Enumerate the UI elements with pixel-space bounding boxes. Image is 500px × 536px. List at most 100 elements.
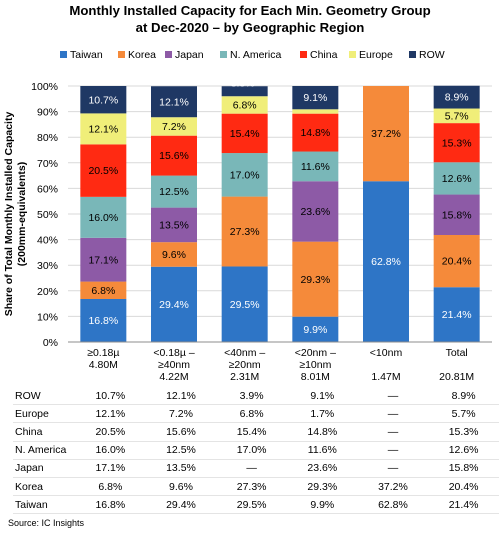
- data-label-4-0: 62.8%: [371, 256, 401, 268]
- bar-segment-europe-0: [80, 113, 127, 145]
- table-cell: 21.4%: [428, 495, 499, 515]
- data-label-1-2: 13.5%: [159, 219, 189, 231]
- legend-swatch-5: [349, 51, 356, 58]
- x-category-label-1-1: ≥40nm: [158, 359, 190, 371]
- table-cell: 15.4%: [216, 422, 287, 442]
- bar-segment-row-3: [292, 86, 339, 110]
- x-category-label-5-0: Total: [446, 347, 468, 359]
- data-label-0-3: 16.0%: [88, 212, 118, 224]
- legend-swatch-6: [409, 51, 416, 58]
- data-label-0-1: 6.8%: [91, 285, 115, 297]
- table-cell: 8.9%: [428, 387, 499, 406]
- table-cell: 16.0%: [75, 441, 146, 460]
- legend-swatch-1: [118, 51, 125, 58]
- data-label-5-0: 21.4%: [442, 309, 472, 321]
- data-label-3-4: 14.8%: [300, 127, 330, 139]
- data-label-1-0: 29.4%: [159, 299, 189, 311]
- bar-segment-korea-5: [433, 234, 480, 288]
- legend-label-4: China: [310, 49, 338, 61]
- bar-segment-china-0: [80, 144, 127, 197]
- table-row: Korea 6.8% 9.6% 27.3% 29.3% 37.2% 20.4%: [13, 477, 499, 497]
- table-cell: 29.3%: [286, 477, 358, 497]
- x-category-label-1-0: <0.18µ –: [153, 347, 195, 359]
- x-category-label-4-0: <10nm: [370, 347, 403, 359]
- table-cell: 29.5%: [216, 495, 287, 515]
- table-row: N. America 16.0% 12.5% 17.0% 11.6% —12.6%: [13, 441, 499, 460]
- table-cell: 12.1%: [75, 404, 146, 424]
- data-label-3-6: 9.1%: [303, 92, 327, 104]
- x-capacity-label-1: 4.22M: [159, 371, 188, 383]
- data-label-3-3: 11.6%: [301, 161, 330, 173]
- table-cell: 17.1%: [75, 459, 146, 478]
- y-tick-label-2: 20%: [37, 286, 58, 298]
- table-cell: 9.1%: [286, 387, 358, 406]
- data-label-2-0: 29.5%: [230, 299, 260, 311]
- stacked-bar-chart: Taiwan Korea Japan N. America China Europe ROW…: [3, 49, 492, 383]
- bar-segment-japan-5: [433, 194, 480, 235]
- legend-swatch-2: [165, 51, 172, 58]
- legend-swatch-4: [300, 51, 307, 58]
- bar-segment-europe-5: [433, 108, 480, 124]
- table-cell: 20.5%: [75, 422, 146, 442]
- bar-segment-row-2: [221, 86, 268, 97]
- table-cell: —: [216, 459, 287, 478]
- table-cell: 1.7%: [286, 404, 358, 424]
- table-row: Europe 12.1% 7.2% 6.8% 1.7% —5.7%: [13, 404, 499, 424]
- data-label-2-4: 15.4%: [230, 128, 260, 140]
- y-tick-label-6: 60%: [37, 183, 58, 195]
- table-cell: 20.4%: [428, 477, 499, 497]
- bar-segment-china-3: [292, 113, 339, 152]
- data-label-0-2: 17.1%: [88, 254, 118, 266]
- table-cell: 3.9%: [216, 387, 287, 406]
- legend-label-6: ROW: [419, 49, 445, 61]
- table-cell: 6.8%: [216, 404, 287, 424]
- table-cell: 37.2%: [357, 477, 429, 497]
- table-cell: 12.6%: [428, 441, 499, 460]
- table-row: ROW 10.7% 12.1% 3.9% 9.1% —8.9%: [13, 387, 499, 406]
- table-cell: 23.6%: [286, 459, 358, 478]
- y-tick-label-3: 30%: [37, 260, 58, 272]
- bar-segment-japan-0: [80, 237, 127, 282]
- chart-title-line-1: Monthly Installed Capacity for Each Min.…: [69, 3, 431, 18]
- bar-segment-namerica-0: [80, 196, 127, 238]
- bar-segment-korea-1: [151, 242, 197, 267]
- y-axis-title-line-1: Share of Total Monthly Installed Capacit…: [3, 112, 15, 317]
- bar-segment-japan-1: [151, 207, 197, 243]
- data-label-5-3: 12.6%: [442, 173, 472, 185]
- bar-segment-taiwan-5: [433, 287, 480, 342]
- bar-segment-japan-3: [292, 181, 339, 242]
- data-label-5-4: 15.3%: [442, 137, 472, 149]
- table-cell: 15.6%: [145, 422, 217, 442]
- y-axis-title-line-2: (200mm-equivalents): [16, 162, 28, 266]
- legend-label-5: Europe: [359, 49, 393, 61]
- table-cell: 6.8%: [75, 477, 146, 497]
- table-row-label: Europe: [13, 404, 75, 424]
- table-row: Japan 17.1% 13.5% —23.6% —15.8%: [13, 459, 499, 478]
- table-cell: 5.7%: [428, 404, 499, 424]
- data-label-1-6: 12.1%: [159, 96, 189, 108]
- data-table: ROW 10.7% 12.1% 3.9% 9.1% —8.9% Europe 12.1% 7.2…: [13, 387, 499, 515]
- table-cell: 16.8%: [75, 495, 146, 515]
- x-capacity-label-4: 1.47M: [371, 371, 400, 383]
- data-label-3-1: 29.3%: [300, 274, 330, 286]
- table-cell: —: [357, 422, 429, 442]
- data-label-1-1: 9.6%: [162, 249, 186, 261]
- data-label-1-5: 7.2%: [162, 121, 186, 133]
- table-row-label: China: [13, 422, 75, 442]
- x-category-label-3-1: ≥10nm: [299, 359, 331, 371]
- table-cell: 14.8%: [286, 422, 358, 442]
- x-capacity-label-2: 2.31M: [230, 371, 259, 383]
- data-label-1-3: 12.5%: [159, 186, 189, 198]
- table-row-label: N. America: [13, 441, 75, 460]
- x-category-label-2-1: ≥20nm: [229, 359, 261, 371]
- y-axis-title: Share of Total Monthly Installed Capacit…: [3, 112, 28, 317]
- data-label-3-0: 9.9%: [303, 324, 327, 336]
- chart-title: Monthly Installed Capacity for Each Min.…: [0, 2, 500, 36]
- x-capacity-label-0: 4.80M: [89, 359, 118, 371]
- table-row: China 20.5% 15.6% 15.4% 14.8% —15.3%: [13, 422, 499, 442]
- bar-segment-korea-3: [292, 241, 339, 317]
- y-tick-label-8: 80%: [37, 132, 58, 144]
- table-cell: —: [357, 404, 429, 424]
- table-row-label: Korea: [13, 477, 75, 497]
- bar-segment-china-5: [433, 123, 480, 163]
